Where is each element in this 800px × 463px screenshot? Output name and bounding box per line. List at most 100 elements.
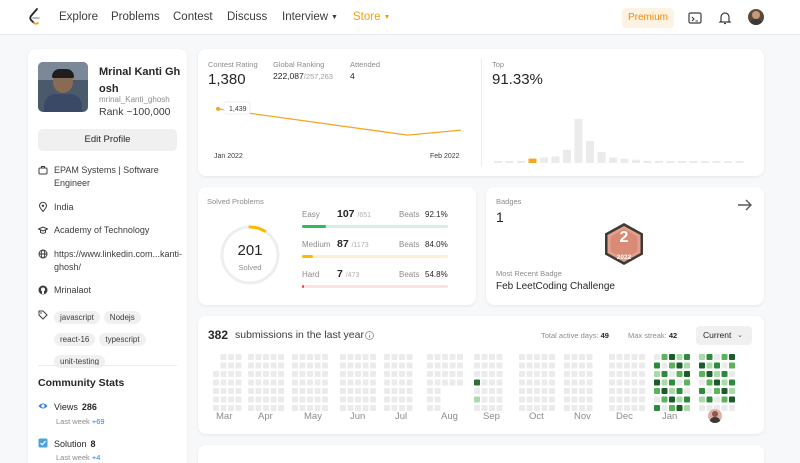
heatmap-cell	[307, 371, 313, 377]
views-stat: Views 286	[38, 401, 97, 412]
rating-tooltip	[223, 101, 251, 115]
difficulty-count-number: 87	[337, 238, 349, 250]
heatmap-cell	[571, 396, 578, 403]
heatmap-cell	[661, 362, 668, 369]
heatmap-cell	[481, 362, 488, 369]
bell-icon[interactable]	[717, 10, 733, 26]
heatmap-cell	[307, 362, 313, 369]
heatmap-cell	[526, 405, 533, 411]
heatmap-cell	[427, 379, 433, 386]
skill-tag[interactable]: react-16	[54, 333, 96, 346]
month-label: Nov	[574, 411, 591, 422]
nav-explore[interactable]: Explore	[59, 11, 98, 23]
heatmap-cell	[519, 405, 525, 411]
heatmap-cell	[362, 379, 369, 386]
heatmap-cell	[263, 371, 269, 377]
playground-icon[interactable]	[687, 10, 703, 26]
nav-problems[interactable]: Problems	[111, 11, 160, 23]
arrow-right-icon[interactable]	[737, 198, 753, 212]
skill-tag[interactable]: Nodejs	[103, 311, 141, 324]
heatmap-cell	[362, 405, 369, 411]
badge-icon[interactable]	[602, 221, 646, 267]
badges-title: Badges	[496, 197, 522, 206]
heatmap-cell	[347, 396, 354, 403]
difficulty-count: 107 /651	[337, 208, 371, 220]
difficulty-name: Medium	[302, 240, 331, 249]
graduation-cap-icon	[38, 226, 48, 234]
rating-line-chart: 1,439	[216, 101, 462, 136]
nav-store[interactable]: Store ▼	[353, 11, 390, 23]
heatmap-cell	[370, 371, 376, 377]
heatmap-cell	[391, 388, 398, 394]
heatmap-cell	[228, 354, 234, 360]
beats-value: 54.8%	[425, 270, 448, 279]
heatmap-cell	[292, 405, 298, 411]
heatmap-cell	[519, 388, 525, 394]
heatmap-cell	[706, 371, 713, 377]
location-text: India	[54, 202, 74, 212]
heatmap-cell	[526, 362, 533, 369]
year-select[interactable]: Current ⌄	[696, 326, 752, 345]
progress-fill	[302, 255, 313, 258]
heatmap-cell	[489, 379, 495, 386]
skill-tag[interactable]: unit-testing	[54, 355, 106, 368]
heatmap-cell	[228, 371, 234, 377]
heatmap-cell	[729, 396, 735, 403]
skill-tag[interactable]: typescript	[99, 333, 146, 346]
globe-icon	[38, 249, 48, 259]
heatmap-cell	[347, 362, 354, 369]
heatmap-cell	[534, 388, 540, 394]
heatmap-cell	[434, 362, 441, 369]
nav-contest[interactable]: Contest	[173, 11, 213, 23]
premium-button[interactable]: Premium	[622, 8, 674, 28]
user-avatar[interactable]	[748, 9, 764, 25]
contest-charts: 1,439	[216, 101, 744, 163]
heatmap-cell	[699, 354, 705, 360]
heatmap-cell	[706, 396, 713, 403]
heatmap-cell	[434, 388, 441, 394]
heatmap-cell	[391, 371, 398, 377]
heatmap-cell	[669, 396, 675, 403]
heatmap-cell	[706, 388, 713, 394]
heatmap-cell	[299, 405, 306, 411]
heatmap-cell	[248, 396, 254, 403]
heatmap-cell	[624, 362, 630, 369]
heatmap-cell	[220, 396, 227, 403]
current-day-avatar	[708, 409, 722, 423]
heatmap-cell	[631, 354, 638, 360]
heatmap-cell	[292, 388, 298, 394]
difficulty-count-number: 7	[337, 268, 343, 280]
heatmap-cell	[609, 362, 615, 369]
heatmap-cell	[541, 379, 548, 386]
month-label: Jun	[350, 411, 366, 422]
views-value: 286	[81, 402, 97, 412]
skill-tag[interactable]: javascript	[54, 311, 100, 324]
heatmap-cell	[714, 362, 720, 369]
heatmap-cell	[362, 388, 369, 394]
solved-label: Solved	[238, 263, 262, 272]
github-link[interactable]: Mrinalaot	[54, 285, 92, 295]
heatmap-cell	[526, 371, 533, 377]
info-icon[interactable]	[365, 331, 374, 340]
heatmap-cell	[684, 371, 690, 377]
heatmap-cell	[263, 362, 269, 369]
heatmap-cell	[549, 388, 555, 394]
heatmap-cell	[481, 388, 488, 394]
website-link[interactable]: https://www.linkedin.com...kanti-ghosh/	[54, 249, 183, 272]
histogram-bar	[620, 158, 629, 163]
heatmap-cell	[489, 371, 495, 377]
heatmap-cell	[639, 362, 645, 369]
histogram-bar	[574, 119, 583, 163]
heatmap-cell	[654, 396, 660, 403]
leetcode-logo[interactable]	[28, 8, 42, 26]
views-delta: +69	[91, 417, 105, 426]
solution-delta: +4	[91, 453, 101, 462]
nav-discuss[interactable]: Discuss	[227, 11, 268, 23]
global-ranking-label: Global Ranking	[273, 60, 325, 69]
nav-interview[interactable]: Interview ▼	[282, 11, 338, 23]
edit-profile-button[interactable]: Edit Profile	[38, 129, 177, 151]
progress-track	[302, 225, 448, 228]
badges-count: 1	[496, 209, 504, 225]
histogram-bar	[528, 158, 537, 163]
heatmap-cell	[699, 379, 705, 386]
